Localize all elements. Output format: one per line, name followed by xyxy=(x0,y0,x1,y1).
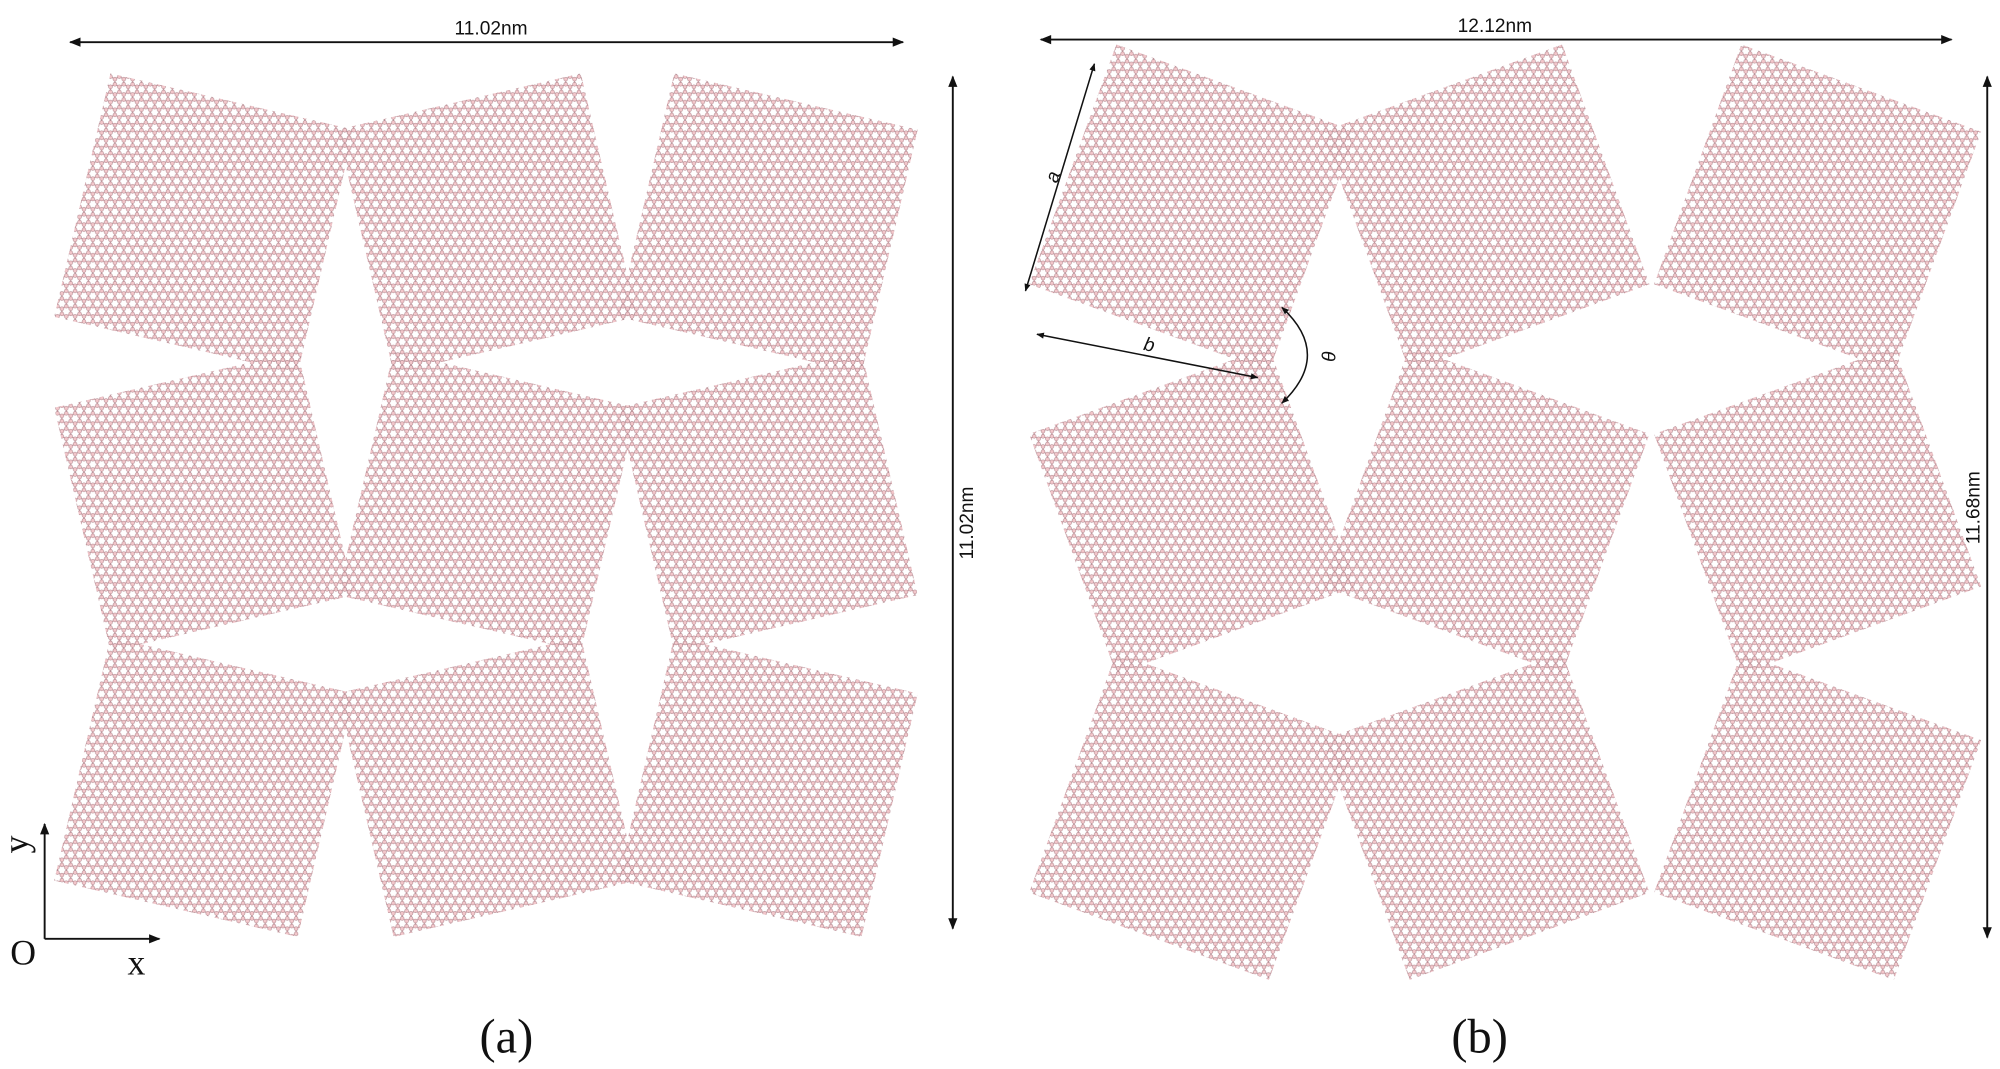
height-label: 11.02nm xyxy=(957,487,978,560)
graphene-tile xyxy=(1322,346,1650,674)
graphene-tile xyxy=(1654,44,1982,372)
graphene-tile xyxy=(1654,346,1982,674)
b-label: b xyxy=(1142,334,1157,357)
origin-label: O xyxy=(10,932,36,972)
graphene-tile xyxy=(617,73,918,374)
graphene-tile xyxy=(337,637,638,937)
graphene-tile xyxy=(1322,44,1650,372)
graphene-tile xyxy=(54,637,354,937)
height-label: 11.68nm xyxy=(1964,471,1985,544)
y-axis-label: y xyxy=(0,835,36,853)
panel-caption: (a) xyxy=(479,1010,533,1063)
width-label: 11.02nm xyxy=(455,18,528,39)
graphene-tile xyxy=(1029,652,1357,980)
graphene-tile xyxy=(617,637,918,937)
panel-caption: (b) xyxy=(1451,1010,1508,1063)
graphene-tile xyxy=(1654,652,1982,980)
graphene-tile xyxy=(337,73,638,374)
x-axis-label: x xyxy=(128,943,146,983)
b-length-arrow xyxy=(1036,332,1259,380)
graphene-tile xyxy=(1029,346,1357,674)
graphene-tile xyxy=(54,351,354,652)
graphene-tile xyxy=(1029,44,1357,372)
theta-angle-arc xyxy=(1281,306,1309,404)
graphene-lattice xyxy=(54,44,1982,980)
graphene-tile xyxy=(1322,652,1650,980)
graphene-tile xyxy=(54,73,354,374)
panel-a: 11.02nm 11.02nm O x y (a) xyxy=(0,18,978,1063)
a-length-arrow xyxy=(1024,63,1096,292)
graphene-tile xyxy=(337,351,638,652)
theta-label: θ xyxy=(1316,351,1337,362)
panel-b: 12.12nm 11.68nm a b θ (b) xyxy=(1024,16,1992,1063)
graphene-tile xyxy=(617,351,918,652)
a-label: a xyxy=(1042,169,1065,185)
width-label: 12.12nm xyxy=(1458,16,1532,37)
